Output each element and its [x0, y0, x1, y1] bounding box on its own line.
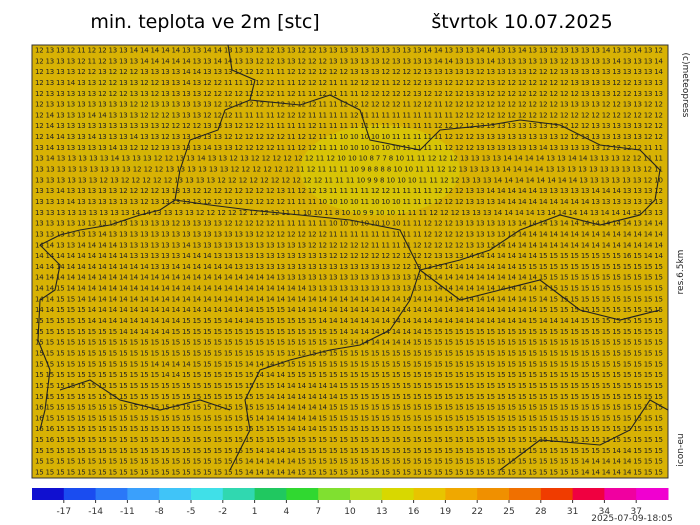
colorbar-label: -2 — [218, 507, 227, 517]
border — [37, 244, 61, 431]
resolution: res.6.5km — [676, 250, 686, 295]
colorbar-label: -5 — [187, 507, 196, 517]
colorbar-label: 10 — [344, 507, 356, 517]
colorbar-label: -11 — [120, 507, 135, 517]
colorbar-label: 25 — [503, 507, 514, 517]
value-row: 12 14 14 13 13 14 13 13 13 14 13 13 12 1… — [35, 133, 663, 141]
value-grid: 12 13 13 12 11 12 12 13 13 14 14 14 14 1… — [35, 47, 664, 477]
colorbar-label: 37 — [630, 507, 641, 517]
value-row: 14 14 13 13 14 14 14 14 13 13 13 13 13 1… — [35, 241, 664, 249]
value-row: 12 13 13 14 13 13 12 12 13 13 12 12 13 1… — [35, 79, 663, 87]
value-row: 15 15 15 15 15 15 15 15 15 15 15 15 15 1… — [35, 447, 663, 455]
value-row: 14 14 14 14 14 14 14 14 14 13 13 13 13 1… — [35, 252, 664, 260]
colorbar-segment — [509, 488, 542, 500]
colorbar-segment — [604, 488, 637, 500]
value-row: 13 13 13 14 13 13 13 13 13 13 12 13 13 1… — [35, 198, 663, 206]
colorbar-segment — [286, 488, 319, 500]
borders — [37, 44, 669, 471]
value-row: 12 13 13 13 12 11 12 13 13 13 14 14 14 1… — [35, 57, 664, 65]
value-row: 15 15 15 15 15 15 15 15 15 15 15 15 14 1… — [35, 371, 663, 379]
colorbar-label: -8 — [155, 507, 164, 517]
colorbar-segment — [445, 488, 478, 500]
colorbar-label: -17 — [56, 507, 71, 517]
value-row: 13 14 13 13 13 13 13 14 13 13 13 12 12 1… — [35, 155, 663, 163]
colorbar-segment — [572, 488, 605, 500]
value-row: 15 15 15 15 15 15 15 15 14 14 14 14 14 1… — [35, 328, 663, 336]
value-row: 16 16 15 15 15 15 15 15 15 15 15 15 15 1… — [35, 425, 663, 433]
colorbar-segment — [318, 488, 351, 500]
value-row: 15 15 15 15 15 15 15 15 15 15 15 15 15 1… — [35, 469, 663, 477]
colorbar-label: 1 — [252, 507, 258, 517]
value-row: 13 13 13 13 13 13 13 13 13 12 12 12 13 1… — [35, 166, 663, 174]
value-row: 12 13 13 13 12 12 13 12 12 12 13 13 13 1… — [35, 68, 664, 76]
title: min. teplota ve 2m [stc] — [90, 11, 319, 33]
shade — [60, 70, 180, 170]
border — [59, 379, 231, 411]
colorbar-segment — [222, 488, 256, 500]
colorbar-segment — [636, 488, 669, 500]
value-row: 15 15 15 15 15 14 14 14 14 14 14 14 14 1… — [35, 317, 663, 325]
border — [39, 44, 256, 246]
value-row: 12 13 13 13 13 13 13 13 13 12 12 13 13 1… — [35, 101, 663, 109]
value-row: 15 15 15 15 15 15 15 15 15 15 15 15 15 1… — [35, 339, 663, 347]
border — [499, 399, 669, 471]
value-row: 13 13 14 13 13 13 13 13 12 12 12 12 13 1… — [35, 187, 663, 195]
colorbar-label: 34 — [599, 507, 611, 517]
colorbar-segment — [540, 488, 574, 500]
value-row: 12 13 13 12 11 12 12 13 13 14 14 14 14 1… — [35, 47, 663, 55]
colorbar-segment — [413, 488, 446, 500]
colorbar-segment — [477, 488, 510, 500]
value-row: 14 14 14 14 14 14 14 14 14 14 14 13 13 1… — [35, 263, 663, 271]
model: icon-eu — [676, 433, 686, 466]
colorbar-segment — [254, 488, 287, 500]
value-row: 14 14 14 14 14 14 14 14 14 14 14 14 14 1… — [35, 274, 663, 282]
value-row: 15 15 15 15 15 15 15 15 15 15 15 15 15 1… — [35, 393, 663, 401]
colorbar-label: 28 — [535, 507, 547, 517]
date: štvrtok 10.07.2025 — [431, 11, 612, 33]
value-row: 15 15 15 15 15 15 15 15 15 15 15 15 15 1… — [35, 349, 663, 357]
colorbar-label: 13 — [376, 507, 387, 517]
colorbar: -17 -14 -11 -8 -5 -2 1 4 7 10 13 16 19 22 25 28 31 34 37 — [32, 488, 669, 517]
value-row: 15 16 15 15 15 15 15 15 15 15 15 15 15 1… — [35, 436, 663, 444]
value-row: 15 15 15 15 15 15 15 15 15 15 15 15 15 1… — [35, 382, 663, 390]
value-row: 13 13 13 13 13 13 13 13 13 14 14 13 13 1… — [35, 209, 663, 217]
value-row: 14 14 15 15 14 14 14 14 14 14 14 14 14 1… — [35, 295, 663, 303]
colorbar-label: 4 — [284, 507, 290, 517]
colorbar-segment — [63, 488, 97, 500]
copyright: (c)meteopress — [680, 53, 690, 118]
colorbar-segment — [381, 488, 415, 500]
colorbar-segment — [127, 488, 160, 500]
value-row: 15 15 15 15 15 15 15 15 15 15 15 15 15 1… — [35, 458, 663, 466]
value-row: 15 15 15 15 15 15 15 15 15 15 15 14 14 1… — [35, 360, 663, 368]
value-row: 13 13 13 13 13 13 14 13 13 13 13 13 13 1… — [35, 230, 664, 238]
value-row: 13 13 13 13 13 13 12 13 12 12 12 12 12 1… — [35, 176, 663, 184]
value-row: 13 14 13 13 13 13 13 14 13 12 12 12 13 1… — [35, 144, 663, 152]
warm-anomaly — [300, 125, 460, 215]
colorbar-label: -14 — [88, 507, 103, 517]
run-time: 2025-07-09-18:05 — [591, 514, 673, 524]
colorbar-segment — [350, 488, 383, 500]
value-row: 14 14 15 14 14 14 14 14 14 14 14 14 14 1… — [35, 285, 663, 293]
colorbar-segment — [191, 488, 224, 500]
colorbar-segment — [95, 488, 128, 500]
value-row: 16 15 15 15 15 15 15 15 15 15 15 15 15 1… — [35, 404, 663, 412]
colorbar-label: 19 — [440, 507, 452, 517]
colorbar-segment — [159, 488, 192, 500]
colorbar-label: 16 — [408, 507, 420, 517]
colorbar-segment — [32, 488, 65, 500]
border — [174, 199, 421, 471]
value-row: 12 14 13 13 13 13 13 13 13 13 13 13 12 1… — [35, 122, 663, 130]
border — [249, 94, 661, 271]
colorbar-label: 22 — [471, 507, 482, 517]
value-row: 16 15 15 15 15 15 15 15 15 15 15 15 15 1… — [35, 414, 663, 422]
value-row: 14 14 15 15 15 14 14 14 14 14 14 14 14 1… — [35, 306, 663, 314]
border — [419, 269, 661, 321]
value-row: 12 14 13 13 13 14 14 13 13 13 12 12 12 1… — [35, 111, 663, 119]
value-row: 13 13 13 13 13 13 13 13 13 13 13 13 13 1… — [35, 220, 664, 228]
value-row: 12 13 13 13 13 13 12 12 12 13 13 12 13 1… — [35, 90, 663, 98]
colorbar-label: 7 — [315, 507, 321, 517]
colorbar-label: 31 — [567, 507, 578, 517]
